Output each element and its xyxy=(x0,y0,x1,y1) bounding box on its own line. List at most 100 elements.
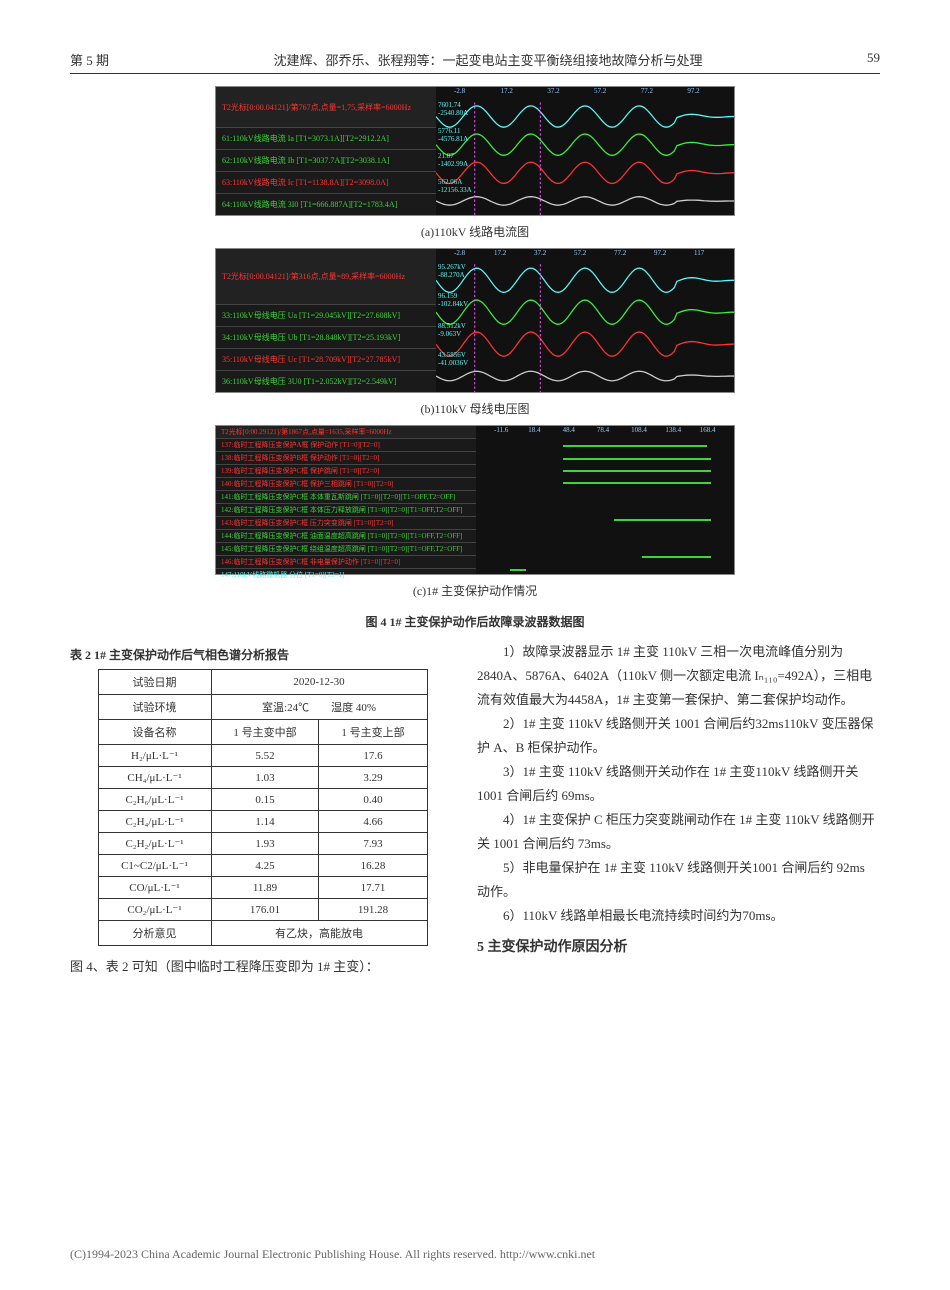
table-row: CH₄/μL·L⁻¹1.033.29 xyxy=(98,767,427,789)
panel-a-header: T2光标[0:00.04121]/第767点,点量=1,75,采样率=6000H… xyxy=(216,87,436,128)
table-cell: 试验日期 xyxy=(98,670,211,695)
paper-title: 沈建辉、邵乔乐、张程翔等：一起变电站主变平衡绕组接地故障分析与处理 xyxy=(109,50,867,69)
axis-tick: 77.2 xyxy=(641,87,688,101)
table-row: 试验环境室温:24℃ 湿度 40% xyxy=(98,695,427,720)
table-cell: 1.03 xyxy=(211,767,319,789)
status-row-label: 143:临时工程降压变保护C框 压力突变跳闸 [T1=0][T2=0] xyxy=(216,517,476,530)
axis-tick: -2.8 xyxy=(454,87,501,101)
table-cell: 1 号主变中部 xyxy=(211,720,319,745)
status-bar-row xyxy=(498,456,730,462)
table-cell: C1~C2/μL·L⁻¹ xyxy=(98,855,211,877)
table-cell: 5.52 xyxy=(211,745,319,767)
numbered-paragraph: 6）110kV 线路单相最长电流持续时间约为70ms。 xyxy=(477,904,880,928)
axis-tick: 108.4 xyxy=(631,426,665,440)
table-cell: 2020-12-30 xyxy=(211,670,427,695)
numbered-paragraph: 3）1# 主变 110kV 线路侧开关动作在 1# 主变110kV 线路侧开关 … xyxy=(477,760,880,808)
table-cell: 1.93 xyxy=(211,833,319,855)
table-row: C₂H₆/μL·L⁻¹0.150.40 xyxy=(98,789,427,811)
table-cell: C₂H₆/μL·L⁻¹ xyxy=(98,789,211,811)
table-row: H₂/μL·L⁻¹5.5217.6 xyxy=(98,745,427,767)
table-cell: 1.14 xyxy=(211,811,319,833)
status-bar-row xyxy=(498,468,730,474)
table-cell: 191.28 xyxy=(319,899,427,921)
table-row: C₂H₂/μL·L⁻¹1.937.93 xyxy=(98,833,427,855)
wave-panel-b: T2光标[0:00.04121]/第316点,点量=89,采样率=6000Hz … xyxy=(215,248,735,393)
table-cell: C₂H₄/μL·L⁻¹ xyxy=(98,811,211,833)
wave-row-label: 64:110kV线路电流 3I0 [T1=666.887A][T2=1783.4… xyxy=(216,194,436,215)
table-cell: 分析意见 xyxy=(98,921,211,946)
table-row: CO/μL·L⁻¹11.8917.71 xyxy=(98,877,427,899)
axis-tick: 48.4 xyxy=(563,426,597,440)
table-row: 试验日期2020-12-30 xyxy=(98,670,427,695)
status-row-label: 141:临时工程降压变保护C框 本体重瓦斯跳闸 [T1=0][T2=0][T1=… xyxy=(216,491,476,504)
wave-value-label: 96.159-102.84kV xyxy=(438,292,468,308)
wave-value-label: 43.5856V-41.0036V xyxy=(438,351,468,367)
axis-tick: -11.6 xyxy=(494,426,528,440)
numbered-paragraph: 1）故障录波器显示 1# 主变 110kV 三相一次电流峰值分别为 2840A、… xyxy=(477,640,880,712)
waveform-path xyxy=(436,268,734,292)
waveform-path xyxy=(436,162,734,183)
wave-panel-c: T2光标[0:00.29121]/第1867点,点量=1635,采样率=6000… xyxy=(215,425,735,575)
status-bar-row xyxy=(498,443,730,449)
panel-b-header: T2光标[0:00.04121]/第316点,点量=89,采样率=6000Hz xyxy=(216,249,436,305)
table-cell: CO₂/μL·L⁻¹ xyxy=(98,899,211,921)
copyright-footer: (C)1994-2023 China Academic Journal Elec… xyxy=(70,1247,880,1262)
status-bar xyxy=(510,569,526,571)
axis-tick: 168.4 xyxy=(700,426,734,440)
table-row: 设备名称1 号主变中部1 号主变上部 xyxy=(98,720,427,745)
status-row-label: 142:临时工程降压变保护C框 本体压力释放跳闸 [T1=0][T2=0][T1… xyxy=(216,504,476,517)
wave-row-label: 34:110kV母线电压 Ub [T1=28.848kV][T2=25.193k… xyxy=(216,327,436,349)
wave-row-label: 36:110kV母线电压 3U0 [T1=2.052kV][T2=2.549kV… xyxy=(216,371,436,392)
axis-tick: 97.2 xyxy=(687,87,734,101)
table-cell: 有乙炔，高能放电 xyxy=(211,921,427,946)
panel-b-chart: -2.817.237.257.277.297.2117 95.267kV-88.… xyxy=(436,249,734,392)
numbered-paragraph: 5）非电量保护在 1# 主变 110kV 线路侧开关1001 合闸后约 92ms… xyxy=(477,856,880,904)
numbered-paragraph: 4）1# 主变保护 C 柜压力突变跳闸动作在 1# 主变 110kV 线路侧开关… xyxy=(477,808,880,856)
status-bar-row xyxy=(498,517,730,523)
wave-row-label: 63:110kV线路电流 Ic [T1=1138.8A][T2=3098.0A] xyxy=(216,172,436,194)
axis-tick: 117 xyxy=(694,249,734,263)
status-bar xyxy=(563,458,711,460)
axis-tick: 77.2 xyxy=(614,249,654,263)
wave-row-label: 61:110kV线路电流 Ia [T1=3073.1A][T2=2912.2A] xyxy=(216,128,436,150)
status-bar xyxy=(563,470,711,472)
table-cell: 17.6 xyxy=(319,745,427,767)
numbered-paragraph: 2）1# 主变 110kV 线路侧开关 1001 合闸后约32ms110kV 变… xyxy=(477,712,880,760)
page-header: 第 5 期 沈建辉、邵乔乐、张程翔等：一起变电站主变平衡绕组接地故障分析与处理 … xyxy=(70,50,880,74)
table-2: 试验日期2020-12-30试验环境室温:24℃ 湿度 40%设备名称1 号主变… xyxy=(98,669,428,946)
table-cell: 3.29 xyxy=(319,767,427,789)
waveform-path xyxy=(436,332,734,356)
panel-c-header: T2光标[0:00.29121]/第1867点,点量=1635,采样率=6000… xyxy=(216,426,476,439)
table-row: C₂H₄/μL·L⁻¹1.144.66 xyxy=(98,811,427,833)
axis-tick: 17.2 xyxy=(501,87,548,101)
table-cell: 4.66 xyxy=(319,811,427,833)
wave-row-label: 33:110kV母线电压 Ua [T1=29.045kV][T2=27.608k… xyxy=(216,305,436,327)
table-cell: 176.01 xyxy=(211,899,319,921)
table-cell: 设备名称 xyxy=(98,720,211,745)
waveform-path xyxy=(436,106,734,127)
status-bar-row xyxy=(498,542,730,548)
issue-number: 第 5 期 xyxy=(70,50,109,69)
table-cell: 11.89 xyxy=(211,877,319,899)
status-row-label: 146:临时工程降压变保护C框 非电量保护动作 [T1=0][T2=0] xyxy=(216,556,476,569)
status-row-label: 147:110kV线路微机器 分位 [T1=0][T2=1] xyxy=(216,569,476,581)
status-bar-row xyxy=(498,480,730,486)
left-column: 表 2 1# 主变保护动作后气相色谱分析报告 试验日期2020-12-30试验环… xyxy=(70,640,455,975)
axis-tick: 18.4 xyxy=(528,426,562,440)
caption-c: (c)1# 主变保护动作情况 xyxy=(413,582,537,599)
table-2-title: 表 2 1# 主变保护动作后气相色谱分析报告 xyxy=(70,646,455,663)
table-cell: 4.25 xyxy=(211,855,319,877)
status-row-label: 137:临时工程降压变保护A框 保护动作 [T1=0][T2=0] xyxy=(216,439,476,452)
waveform-path xyxy=(436,134,734,155)
axis-tick: 37.2 xyxy=(534,249,574,263)
table-cell: 0.15 xyxy=(211,789,319,811)
left-paragraph: 图 4、表 2 可知（图中临时工程降压变即为 1# 主变）： xyxy=(70,956,455,975)
axis-tick: 138.4 xyxy=(665,426,699,440)
caption-b: (b)110kV 母线电压图 xyxy=(421,400,530,417)
table-cell: H₂/μL·L⁻¹ xyxy=(98,745,211,767)
axis-tick: 57.2 xyxy=(574,249,614,263)
wave-value-label: 95.267kV-88.270A xyxy=(438,263,466,279)
axis-tick: 57.2 xyxy=(594,87,641,101)
status-bar xyxy=(642,556,712,558)
axis-tick: 17.2 xyxy=(494,249,534,263)
